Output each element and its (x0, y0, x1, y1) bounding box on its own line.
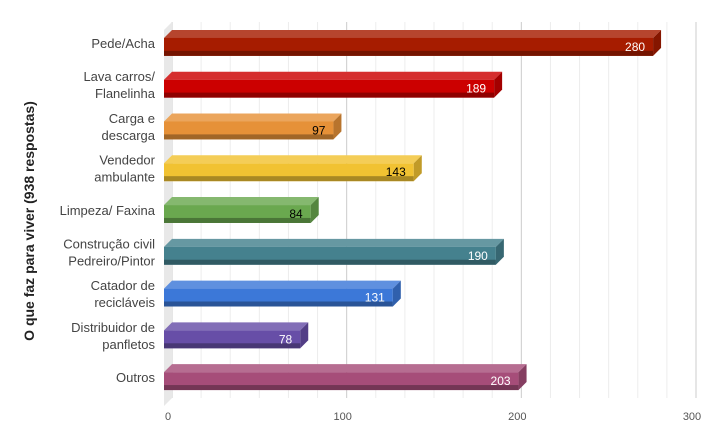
bar-bevel (164, 343, 301, 349)
category-label: Pede/Acha (91, 36, 155, 51)
category-label: Distribuidor de panfletos (71, 320, 155, 352)
bar-top-face (164, 113, 342, 122)
bar-end-face (494, 71, 503, 98)
bar-end-face (413, 155, 422, 182)
bar-bevel (164, 50, 654, 56)
x-tick-label: 0 (165, 411, 171, 423)
bar: 97 (164, 113, 342, 140)
x-tick-label: 100 (333, 411, 351, 423)
category-label: Lava carros/Flanelinha (83, 69, 155, 101)
bar-value-label: 280 (625, 40, 645, 54)
bar-end-face (495, 238, 504, 265)
bar-bevel (164, 134, 334, 140)
bar-value-label: 189 (466, 82, 486, 96)
bar-top-face (164, 29, 662, 38)
bar-bevel (164, 217, 311, 223)
category-label: Vendedor ambulante (94, 153, 155, 185)
bar: 143 (164, 155, 422, 182)
bar-bevel (164, 301, 393, 307)
category-labels: Pede/Acha Lava carros/Flanelinha Carga e de… (60, 36, 156, 385)
x-tick-label: 300 (683, 411, 701, 423)
bar-top-face (164, 322, 309, 331)
category-label: Catador de recicláveis (91, 278, 156, 310)
bar-end-face (392, 280, 401, 307)
bar: 131 (164, 280, 401, 307)
bar: 190 (164, 238, 504, 265)
y-axis-title: O que faz para viver (938 respostas) (21, 101, 37, 341)
category-label: Outros (116, 370, 156, 385)
bar-value-label: 131 (365, 291, 385, 305)
bar: 78 (164, 322, 309, 349)
bar-bevel (164, 176, 414, 182)
bar-end-face (518, 364, 527, 391)
category-label: Limpeza/ Faxina (60, 203, 156, 218)
bar-value-label: 143 (386, 165, 406, 179)
bar-value-label: 203 (491, 374, 511, 388)
bar-top-face (164, 280, 401, 289)
bar-bevel (164, 259, 496, 265)
bar-value-label: 190 (468, 249, 488, 263)
bar-top-face (164, 71, 503, 80)
bar: 280 (164, 29, 662, 56)
category-label: Carga e descarga (102, 111, 156, 143)
bar-value-label: 84 (289, 207, 303, 221)
bar-value-label: 97 (312, 123, 326, 137)
bar: 189 (164, 71, 503, 98)
bar: 203 (164, 364, 527, 391)
bar-end-face (310, 197, 319, 223)
bar-top-face (164, 238, 504, 247)
x-tick-label: 200 (508, 411, 526, 423)
bar-top-face (164, 364, 527, 373)
bar-value-label: 78 (279, 332, 293, 346)
category-label: Construção civil Pedreiro/Pintor (63, 236, 155, 268)
bar-end-face (300, 322, 309, 349)
bar-bevel (164, 92, 495, 98)
bar-end-face (333, 113, 342, 140)
x-axis-ticks: 0 100 200 300 (165, 411, 701, 423)
bar-top-face (164, 197, 319, 206)
bar-top-face (164, 155, 422, 164)
bar-end-face (653, 29, 662, 56)
bar-layer: 280 189 97 143 84 190 131 78 203 (164, 29, 662, 391)
bar: 84 (164, 197, 319, 223)
bar-bevel (164, 385, 519, 391)
